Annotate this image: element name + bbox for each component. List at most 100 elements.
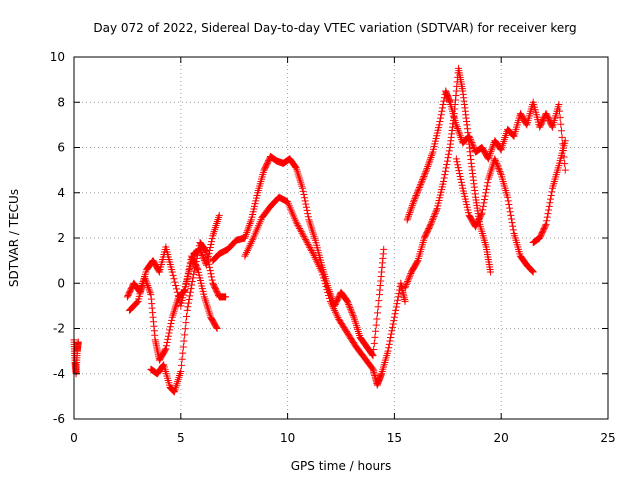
data-point — [183, 306, 191, 314]
data-point — [421, 171, 429, 179]
data-point — [242, 230, 250, 238]
data-point — [483, 182, 491, 190]
data-point — [541, 222, 549, 230]
data-point — [296, 226, 304, 234]
series-trace-c — [126, 252, 221, 364]
data-point — [180, 287, 188, 295]
data-point — [181, 331, 189, 339]
data-point — [410, 198, 418, 206]
data-point — [505, 201, 513, 209]
data-point — [413, 258, 421, 266]
data-point — [347, 305, 355, 313]
data-point — [420, 172, 428, 180]
data-point — [423, 164, 431, 172]
data-point — [456, 170, 464, 178]
data-point — [488, 146, 496, 154]
data-point — [168, 268, 176, 276]
data-point — [507, 211, 515, 219]
data-point — [455, 167, 463, 175]
data-point — [404, 214, 412, 222]
data-point — [74, 338, 82, 346]
data-point — [311, 253, 319, 261]
data-point — [495, 166, 503, 174]
data-point — [484, 179, 492, 187]
data-point — [302, 236, 310, 244]
data-point — [372, 321, 380, 329]
data-point — [546, 199, 554, 207]
data-point — [163, 339, 171, 347]
data-point — [243, 247, 251, 255]
data-point — [452, 121, 460, 129]
data-point — [172, 282, 180, 290]
data-point — [422, 168, 430, 176]
data-point — [246, 220, 254, 228]
data-point — [497, 169, 505, 177]
data-point — [207, 241, 215, 249]
data-point — [509, 222, 517, 230]
grid-lines — [74, 57, 608, 419]
data-point — [414, 187, 422, 195]
data-point — [319, 274, 327, 282]
data-point — [133, 298, 141, 306]
data-point — [299, 187, 307, 195]
y-tick-label: 8 — [57, 95, 65, 109]
data-point — [333, 312, 341, 320]
data-point — [188, 277, 196, 285]
data-point — [182, 283, 190, 291]
data-point — [304, 213, 312, 221]
data-point — [412, 191, 420, 199]
data-point — [372, 327, 380, 335]
data-point — [426, 222, 434, 230]
data-point — [373, 315, 381, 323]
data-point — [241, 252, 249, 260]
data-point — [249, 236, 257, 244]
data-point — [387, 334, 395, 342]
data-point — [328, 301, 336, 309]
data-point — [166, 323, 174, 331]
data-point — [177, 361, 185, 369]
data-point — [192, 261, 200, 269]
data-point — [312, 255, 320, 263]
data-point — [310, 252, 318, 260]
data-point — [402, 281, 410, 289]
data-point — [245, 223, 253, 231]
data-point — [182, 319, 190, 327]
data-point — [304, 240, 312, 248]
data-point — [415, 185, 423, 193]
data-point — [292, 218, 300, 226]
series-trace-e — [209, 153, 388, 360]
axis-ticks: 0 5 10 15 20 25 -6 -4 -2 0 2 4 6 8 10 — [50, 50, 616, 445]
data-point — [171, 278, 179, 286]
series-trace-h — [403, 87, 569, 224]
data-point — [543, 213, 551, 221]
data-point — [369, 352, 377, 360]
data-point — [241, 234, 249, 242]
data-point — [418, 177, 426, 185]
data-point — [180, 337, 188, 345]
data-point — [470, 143, 478, 151]
data-point — [395, 289, 403, 297]
data-point — [426, 157, 434, 165]
data-point — [293, 220, 301, 228]
data-point — [294, 221, 302, 229]
data-point — [478, 209, 486, 217]
data-point — [343, 297, 351, 305]
data-point — [145, 285, 153, 293]
data-point — [334, 314, 342, 322]
data-point — [143, 280, 151, 288]
data-point — [428, 217, 436, 225]
data-point — [243, 248, 251, 256]
y-tick-label: -2 — [53, 322, 65, 336]
series-trace-d — [147, 239, 230, 396]
data-point — [435, 121, 443, 129]
data-point — [142, 276, 150, 284]
data-point — [181, 325, 189, 333]
data-point — [222, 293, 230, 301]
data-point — [346, 304, 354, 312]
data-point — [164, 332, 172, 340]
data-point — [437, 114, 445, 122]
data-point — [529, 268, 537, 276]
y-tick-label: 6 — [57, 141, 65, 155]
data-point — [388, 327, 396, 335]
data-point — [493, 161, 501, 169]
